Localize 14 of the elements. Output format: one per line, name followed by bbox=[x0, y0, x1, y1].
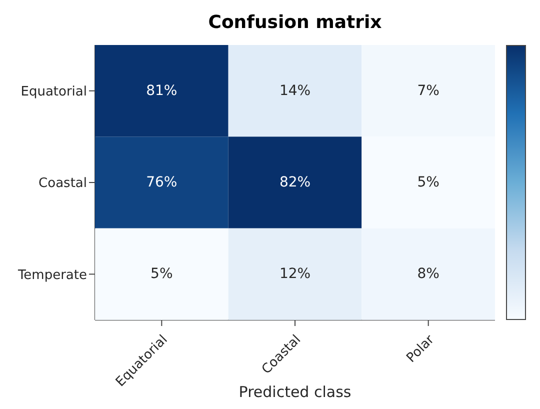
y-tick-label: Temperate bbox=[16, 268, 87, 283]
data-label: 81% bbox=[146, 82, 178, 99]
data-label: 14% bbox=[279, 82, 311, 99]
data-label: 7% bbox=[417, 82, 440, 99]
chart-title: Confusion matrix bbox=[207, 12, 383, 33]
data-label: 82% bbox=[279, 174, 311, 190]
y-tick-label: Coastal bbox=[38, 176, 87, 192]
data-label: 76% bbox=[146, 174, 178, 190]
data-label: 8% bbox=[417, 266, 440, 282]
data-label: 5% bbox=[417, 174, 440, 190]
data-label: 12% bbox=[279, 266, 311, 282]
data-label: 5% bbox=[150, 266, 173, 282]
x-axis-title: Predicted class bbox=[238, 383, 352, 401]
y-tick-label: Equatorial bbox=[20, 84, 87, 100]
